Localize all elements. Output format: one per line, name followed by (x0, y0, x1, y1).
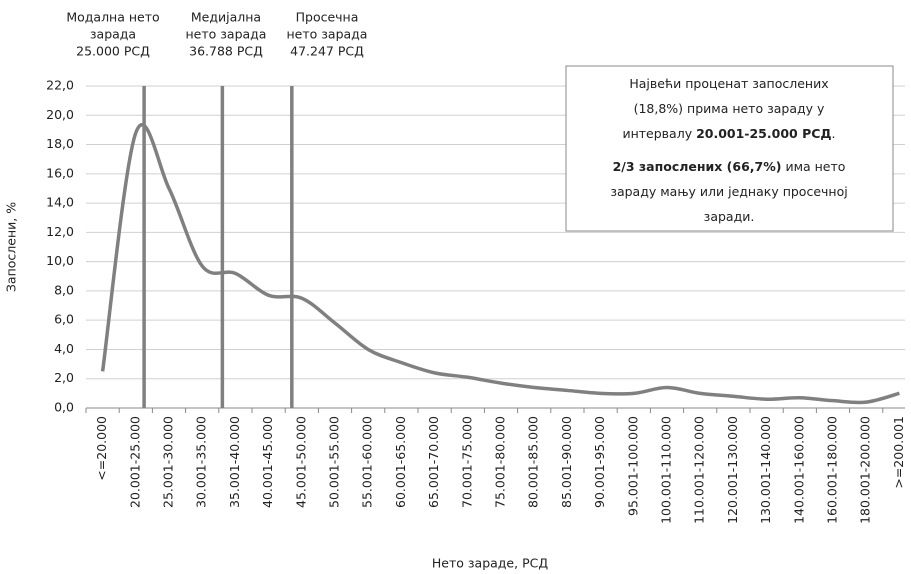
x-tick-label: 40.001-45.000 (260, 416, 275, 508)
y-tick-label: 16,0 (46, 165, 74, 180)
x-tick-label: 110.001-120.000 (692, 416, 707, 524)
reference-value: 47.247 РСД (290, 44, 364, 59)
y-tick-label: 14,0 (46, 195, 74, 210)
x-tick-label: 30.001-35.000 (194, 416, 209, 508)
x-tick-label: 95.001-100.000 (625, 416, 640, 516)
y-axis-title: Запослени, % (4, 202, 19, 292)
annotation-text: има нето (781, 159, 845, 174)
y-tick-label: 8,0 (54, 282, 74, 297)
reference-label: Модална нето (66, 10, 159, 25)
annotation-line: 2/3 запослених (66,7%) има нето (613, 159, 846, 174)
y-tick-label: 12,0 (46, 224, 74, 239)
x-tick-label: 50.001-55.000 (327, 416, 342, 508)
y-tick-label: 20,0 (46, 107, 74, 122)
annotation-box (565, 65, 894, 232)
y-tick-label: 18,0 (46, 136, 74, 151)
data-line (100, 123, 900, 405)
annotation-text: . (832, 126, 836, 141)
annotation-line: заради. (704, 209, 755, 224)
annotation-text: зараду мању или једнаку просечној (610, 184, 847, 199)
x-tick-label: 25.001-30.000 (161, 416, 176, 508)
x-tick-label: 120.001-130.000 (725, 416, 740, 524)
y-tick-label: 22,0 (46, 78, 74, 93)
x-tick-label: 180.001-200.000 (858, 416, 873, 524)
reference-label: нето зарада (287, 27, 368, 42)
y-tick-label: 2,0 (54, 370, 74, 385)
annotation-text: Највећи проценат запослених (629, 76, 828, 91)
reference-label: зарада (90, 27, 136, 42)
x-tick-label: >=200.001 (891, 416, 906, 489)
x-tick-label: 70.001-75.000 (459, 416, 474, 508)
x-tick-label: 90.001-95.000 (592, 416, 607, 508)
x-tick-label: 160.001-180.000 (825, 416, 840, 524)
annotation-text: заради. (704, 209, 755, 224)
x-tick-label: 130.001-140.000 (758, 416, 773, 524)
x-tick-label: 55.001-60.000 (360, 416, 375, 508)
y-tick-label: 10,0 (46, 253, 74, 268)
annotation-line: зараду мању или једнаку просечној (610, 184, 847, 199)
reference-value: 36.788 РСД (189, 44, 263, 59)
x-tick-label: 60.001-65.000 (393, 416, 408, 508)
x-tick-label: 85.001-90.000 (559, 416, 574, 508)
reference-label: Просечна (296, 10, 359, 25)
x-tick-label: 20.001-25.000 (127, 416, 142, 508)
annotation-line: (18,8%) прима нето зараду у (634, 101, 825, 116)
x-axis-title: Нето зараде, РСД (432, 556, 548, 571)
annotation-text: 2/3 запослених (66,7%) (613, 159, 782, 174)
x-tick-label: 80.001-85.000 (526, 416, 541, 508)
x-tick-label: 65.001-70.000 (426, 416, 441, 508)
reference-label: Медијална (191, 10, 261, 25)
x-tick-label: 100.001-110.000 (659, 416, 674, 524)
x-tick-label: <=20.000 (94, 416, 109, 481)
y-tick-label: 6,0 (54, 312, 74, 327)
x-tick-label: 75.001-80.000 (493, 416, 508, 508)
y-tick-label: 4,0 (54, 341, 74, 356)
reference-label: нето зарада (186, 27, 267, 42)
reference-value: 25.000 РСД (76, 44, 150, 59)
y-tick-label: 0,0 (54, 400, 74, 415)
x-tick-label: 45.001-50.000 (293, 416, 308, 508)
annotation-line: интервалу 20.001-25.000 РСД. (622, 126, 835, 141)
annotation-text: интервалу (622, 126, 696, 141)
x-tick-label: 140.001-160.000 (791, 416, 806, 524)
x-tick-label: 35.001-40.000 (227, 416, 242, 508)
annotation-text: (18,8%) прима нето зараду у (634, 101, 825, 116)
annotation-text: 20.001-25.000 РСД (696, 126, 831, 141)
annotation-line: Највећи проценат запослених (629, 76, 828, 91)
